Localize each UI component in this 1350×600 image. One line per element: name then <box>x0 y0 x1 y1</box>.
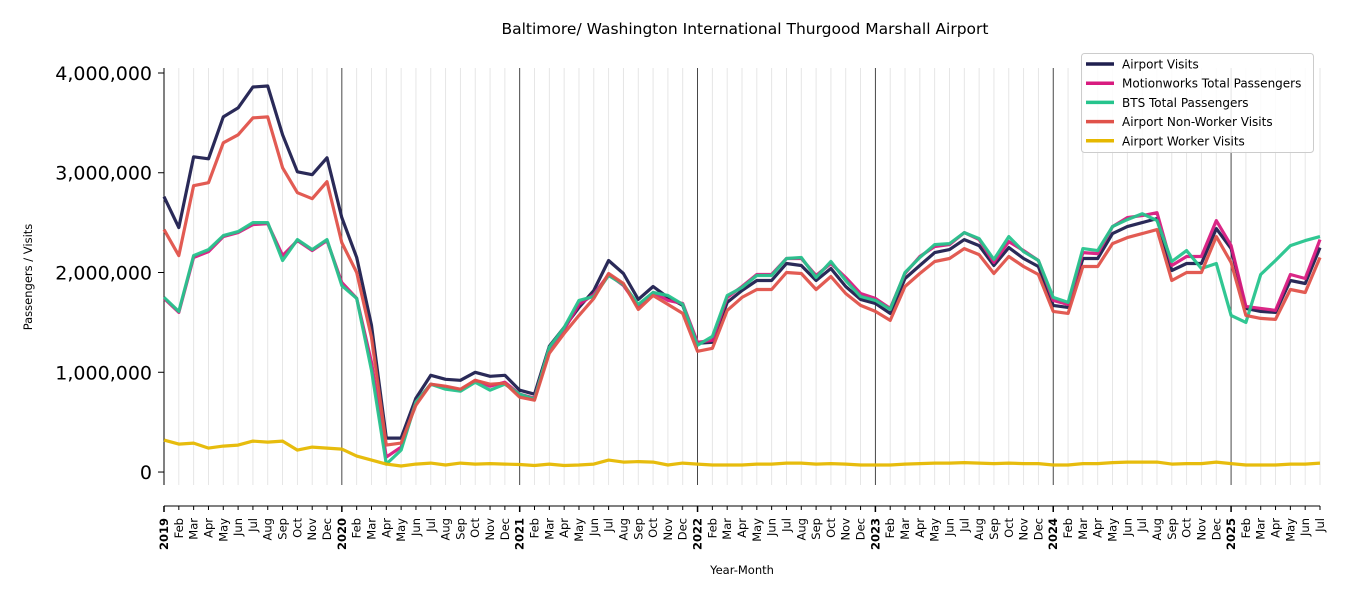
x-tick-label-month: Aug <box>1150 518 1164 540</box>
x-tick-label-month: Aug <box>794 518 808 540</box>
x-tick-label-month: Aug <box>439 518 453 540</box>
x-tick-label-month: Mar <box>364 518 378 540</box>
x-tick-label-month: Nov <box>1194 518 1208 541</box>
y-axis-label: Passengers / Visits <box>21 224 35 331</box>
x-tick-label-month: Jul <box>1313 518 1327 533</box>
x-tick-label-year: 2024 <box>1046 518 1060 550</box>
y-tick-label: 4,000,000 <box>55 63 152 85</box>
x-tick-label-month: May <box>928 518 942 542</box>
x-tick-label-month: Apr <box>913 518 927 538</box>
x-tick-label-month: Dec <box>676 518 690 540</box>
legend-label: BTS Total Passengers <box>1122 96 1249 110</box>
x-tick-label-month: Sep <box>631 518 645 540</box>
x-tick-label-month: Nov <box>483 518 497 541</box>
x-tick-label-month: Nov <box>305 518 319 541</box>
x-tick-label-month: Aug <box>261 518 275 540</box>
legend-label: Airport Visits <box>1122 58 1199 72</box>
x-tick-label-month: Aug <box>972 518 986 540</box>
x-tick-label-month: Jun <box>231 518 245 537</box>
x-tick-label-month: Oct <box>646 518 660 538</box>
x-tick-label-month: May <box>572 518 586 542</box>
x-tick-label-month: Aug <box>616 518 630 540</box>
legend-label: Airport Worker Visits <box>1122 134 1245 148</box>
x-tick-label-month: Jun <box>1120 518 1134 537</box>
y-tick-label: 2,000,000 <box>55 263 152 285</box>
x-tick-label-month: Sep <box>453 518 467 540</box>
x-tick-label-year: 2020 <box>335 518 349 550</box>
series-line-airport-worker-visits <box>163 438 1321 468</box>
x-tick-label-month: Dec <box>320 518 334 540</box>
legend-label: Airport Non-Worker Visits <box>1122 115 1273 129</box>
x-tick-label-month: Mar <box>720 518 734 540</box>
x-tick-label-month: Feb <box>1061 518 1075 538</box>
x-tick-label-month: Dec <box>1209 518 1223 540</box>
x-tick-label-month: Jul <box>246 518 260 533</box>
x-tick-label-month: Sep <box>1165 518 1179 540</box>
x-tick-label-month: Oct <box>1002 518 1016 538</box>
x-tick-label-month: Apr <box>735 518 749 538</box>
x-tick-label-month: Feb <box>705 518 719 538</box>
series-line-airport-visits <box>162 84 1322 440</box>
x-tick-label-year: 2021 <box>513 518 527 550</box>
x-tick-label-month: Apr <box>201 518 215 538</box>
x-tick-label-month: Jun <box>942 518 956 537</box>
x-tick-label-month: Sep <box>276 518 290 540</box>
x-tick-label-month: Nov <box>661 518 675 541</box>
x-tick-label-month: Dec <box>1031 518 1045 540</box>
chart-title: Baltimore/ Washington International Thur… <box>501 20 988 38</box>
x-tick-label-month: Oct <box>1180 518 1194 538</box>
x-tick-label-month: Feb <box>350 518 364 538</box>
x-tick-label-month: May <box>750 518 764 542</box>
x-tick-label-month: Oct <box>824 518 838 538</box>
x-tick-label-month: Mar <box>187 518 201 540</box>
x-tick-label-month: Mar <box>1076 518 1090 540</box>
x-tick-label-month: Jul <box>602 518 616 533</box>
x-tick-label-year: 2025 <box>1224 518 1238 550</box>
x-tick-label-month: Feb <box>883 518 897 538</box>
legend-label: Motionworks Total Passengers <box>1122 77 1301 91</box>
x-tick-label-month: Oct <box>290 518 304 538</box>
x-tick-label-year: 2022 <box>691 518 705 550</box>
x-tick-label-month: Jun <box>587 518 601 537</box>
y-tick-label: 1,000,000 <box>55 362 152 384</box>
x-tick-label-month: Sep <box>809 518 823 540</box>
x-tick-label-year: 2023 <box>868 518 882 550</box>
x-tick-label-month: Mar <box>898 518 912 540</box>
x-tick-label-month: Jul <box>1135 518 1149 533</box>
x-tick-label-month: Jul <box>957 518 971 533</box>
x-tick-label-year: 2019 <box>157 518 171 550</box>
x-tick-label-month: May <box>394 518 408 542</box>
x-tick-label-month: Jun <box>765 518 779 537</box>
x-tick-label-month: Mar <box>542 518 556 540</box>
x-tick-label-month: Apr <box>379 518 393 538</box>
series-line-airport-non-worker-visits <box>162 115 1322 447</box>
x-tick-label-month: Jul <box>424 518 438 533</box>
x-tick-label-month: Apr <box>557 518 571 538</box>
x-tick-label-month: May <box>1283 518 1297 542</box>
y-tick-label: 3,000,000 <box>55 163 152 185</box>
x-tick-label-month: Dec <box>854 518 868 540</box>
x-tick-label-month: Mar <box>1254 518 1268 540</box>
legend-box <box>1081 53 1314 153</box>
x-tick-label-month: Apr <box>1269 518 1283 538</box>
x-tick-label-month: Jun <box>409 518 423 537</box>
x-tick-label-month: Jun <box>1298 518 1312 537</box>
x-tick-label-month: May <box>216 518 230 542</box>
x-tick-label-month: Apr <box>1091 518 1105 538</box>
series-line-bts-total-passengers <box>162 212 1321 466</box>
x-tick-label-month: Oct <box>468 518 482 538</box>
y-tick-label: 0 <box>140 462 152 484</box>
x-tick-label-month: Feb <box>172 518 186 538</box>
x-tick-label-month: Nov <box>1017 518 1031 541</box>
x-tick-label-month: Jul <box>779 518 793 533</box>
x-tick-label-month: Dec <box>498 518 512 540</box>
x-axis-label: Year-Month <box>709 563 774 577</box>
x-tick-label-month: Feb <box>1239 518 1253 538</box>
x-tick-label-month: May <box>1106 518 1120 542</box>
x-tick-label-month: Sep <box>987 518 1001 540</box>
x-tick-label-month: Feb <box>528 518 542 538</box>
x-tick-label-month: Nov <box>839 518 853 541</box>
